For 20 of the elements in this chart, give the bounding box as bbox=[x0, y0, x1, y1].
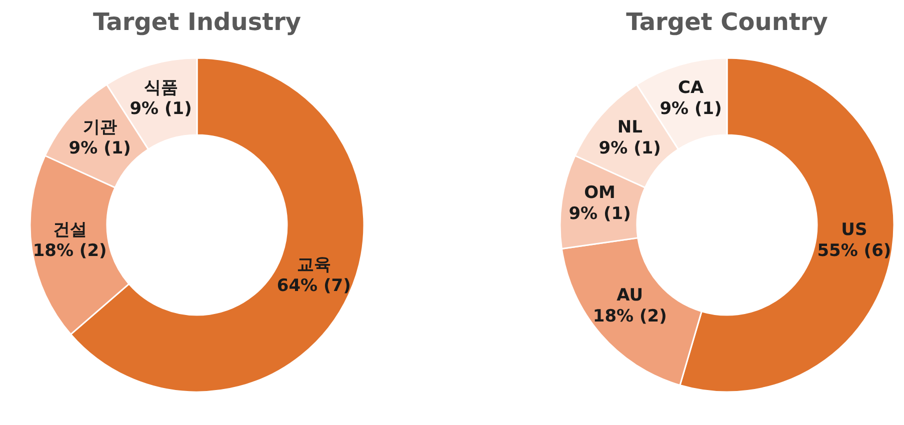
data-label: 18% (2) bbox=[592, 306, 667, 327]
slice-label: US bbox=[841, 220, 868, 240]
data-label: 9% (1) bbox=[68, 138, 131, 158]
slice-label: 교육 bbox=[296, 254, 331, 275]
slice-label: NL bbox=[617, 117, 643, 138]
data-label: 9% (1) bbox=[568, 204, 631, 224]
data-label: 9% (1) bbox=[130, 99, 192, 120]
data-label: 64% (7) bbox=[276, 276, 351, 296]
slice-label: AU bbox=[616, 286, 644, 306]
data-label: 9% (1) bbox=[598, 138, 661, 158]
slice-label: 건설 bbox=[52, 220, 87, 240]
slice-label: 식품 bbox=[144, 78, 178, 98]
chart-title: Target Industry bbox=[92, 8, 302, 36]
slice-label: OM bbox=[584, 183, 616, 204]
slice-label: CA bbox=[678, 78, 704, 98]
data-label: 55% (6) bbox=[817, 240, 892, 261]
slice-label: 기관 bbox=[82, 117, 117, 138]
data-label: 18% (2) bbox=[32, 240, 107, 261]
data-label: 9% (1) bbox=[660, 99, 722, 120]
chart-title: Target Country bbox=[626, 8, 828, 36]
